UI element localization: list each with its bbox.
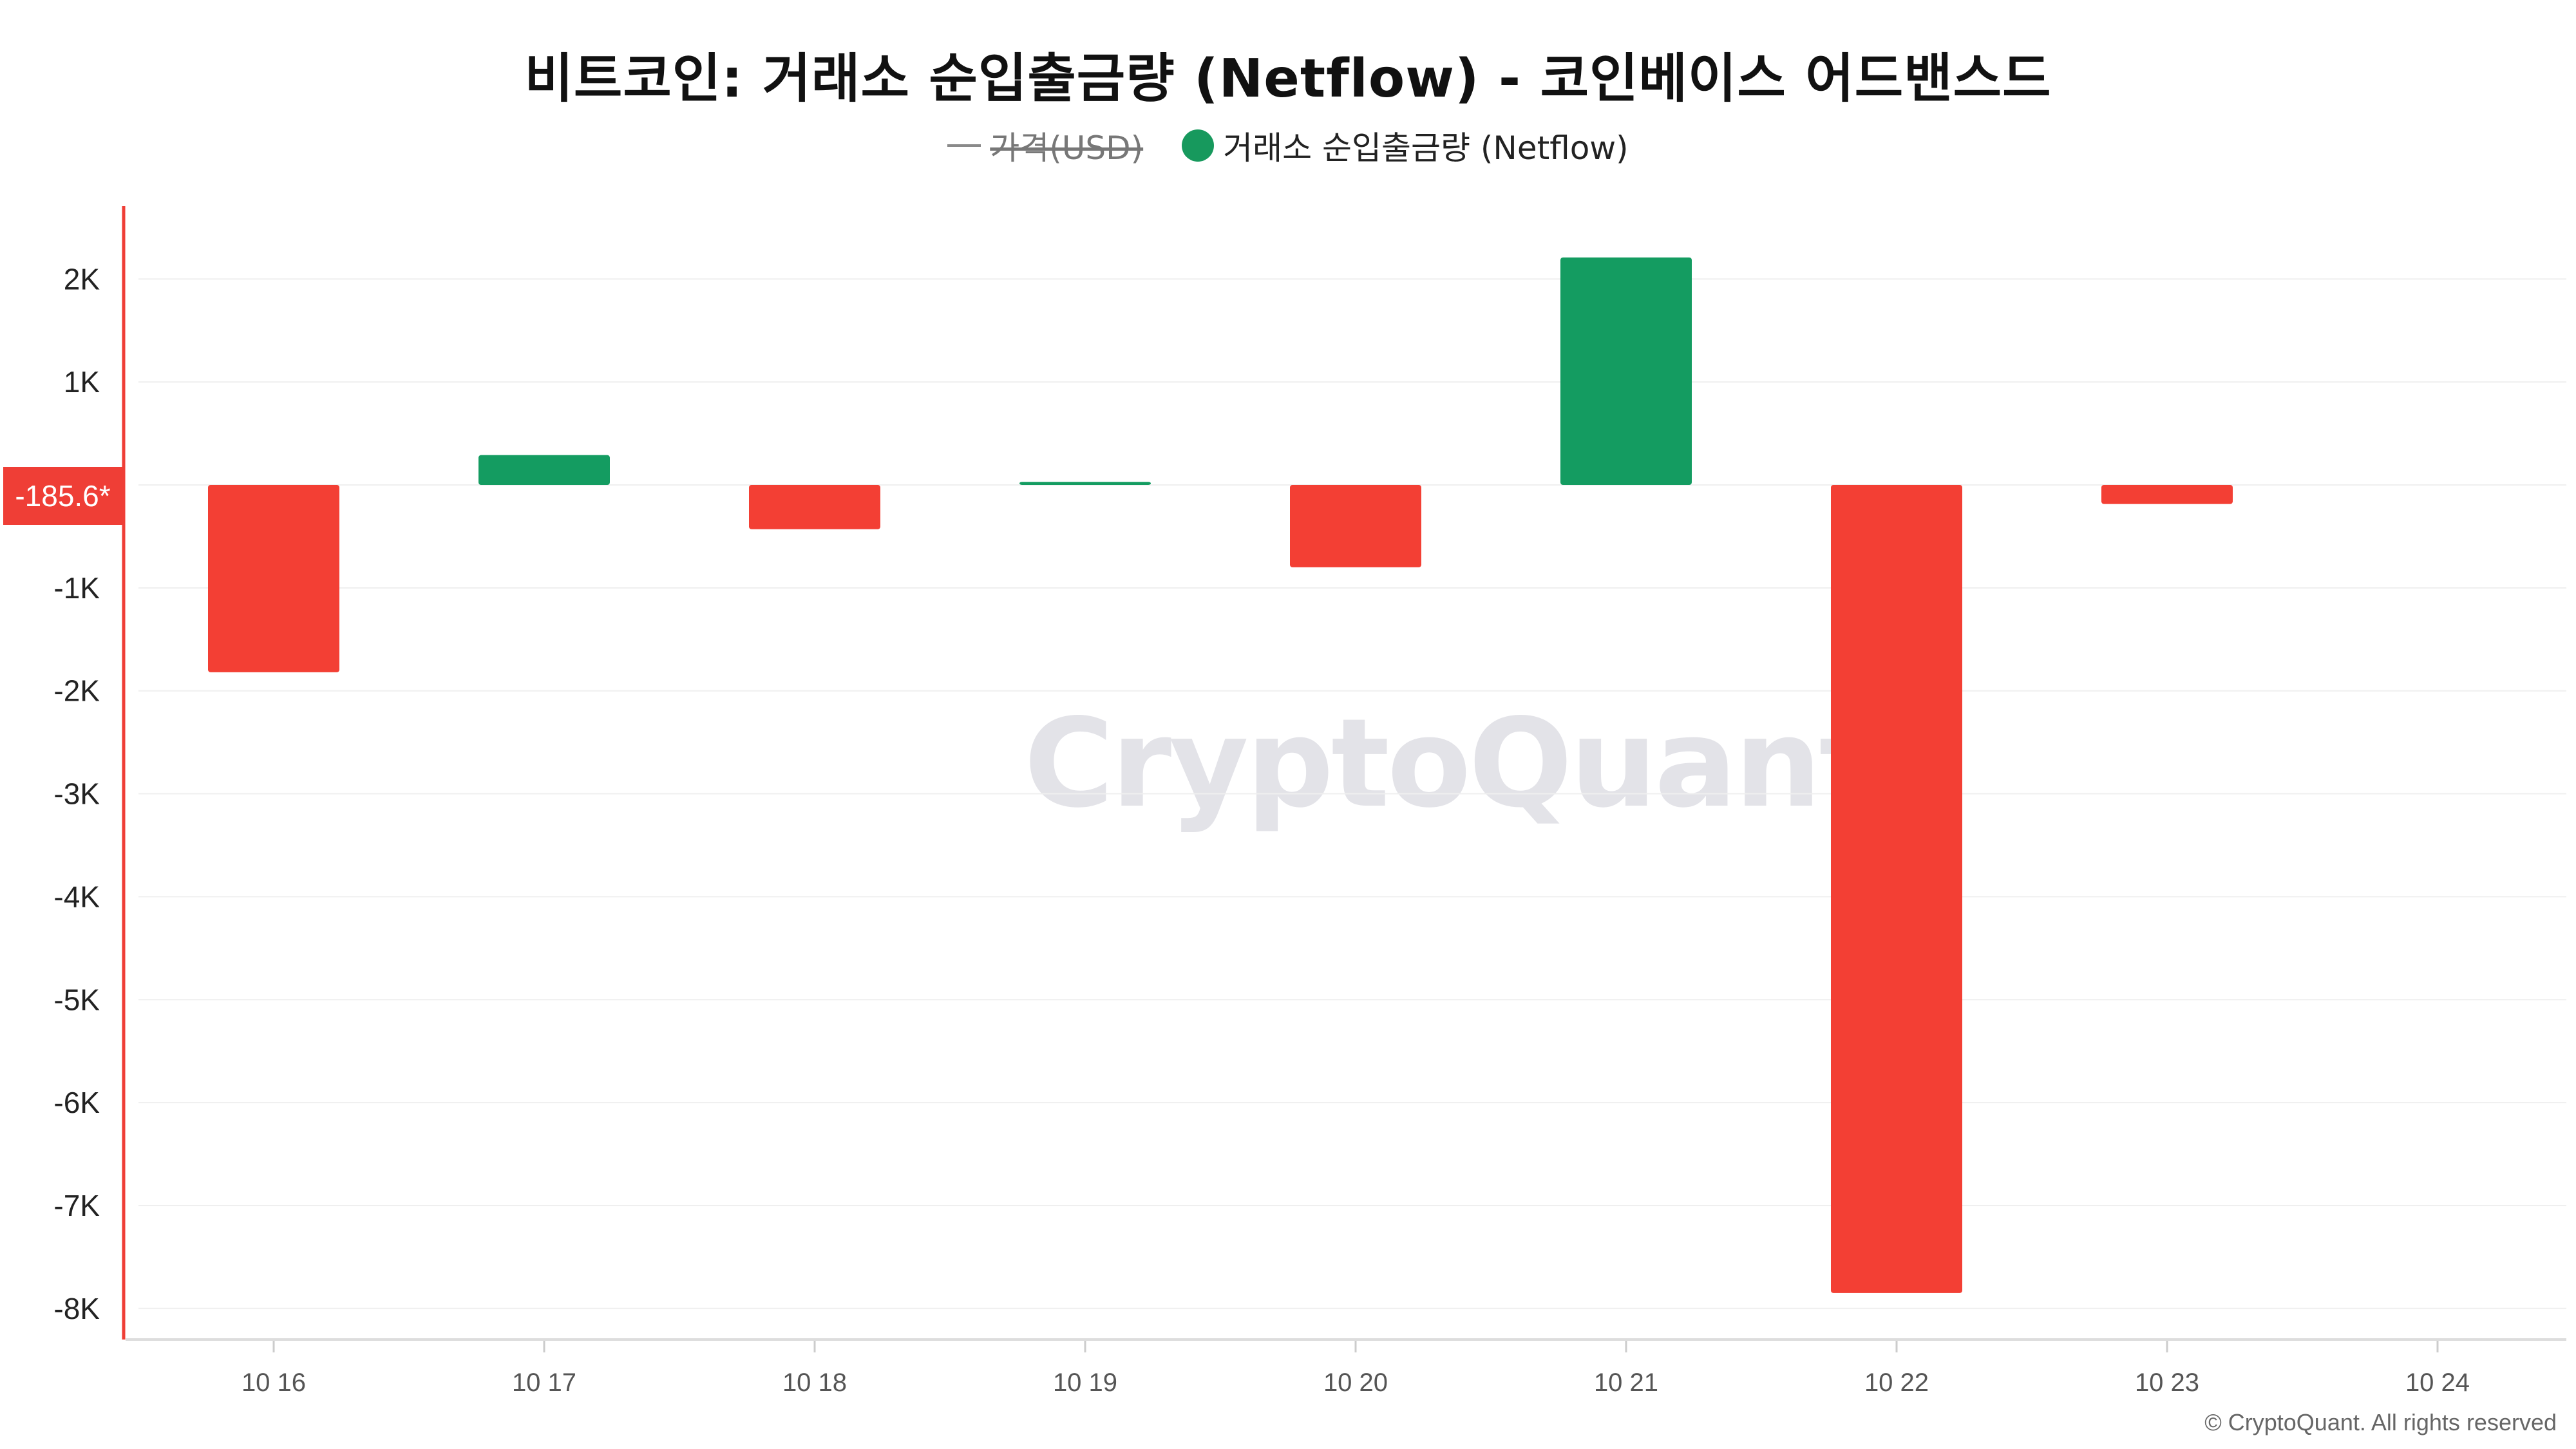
- x-tick-label: 10 19: [1053, 1368, 1117, 1397]
- line-legend-icon: [947, 144, 981, 147]
- bar-10-22[interactable]: [1831, 485, 1962, 1293]
- legend: 가격(USD) 거래소 순입출금량 (Netflow): [0, 122, 2576, 169]
- grid-lines: [138, 278, 2566, 1309]
- bar-10-17[interactable]: [478, 455, 610, 485]
- chart-title: 비트코인: 거래소 순입출금량 (Netflow) - 코인베이스 어드밴스드: [524, 48, 2052, 109]
- y-tick-label: -1K: [53, 571, 100, 605]
- bar-10-21[interactable]: [1560, 257, 1692, 485]
- bar-10-23[interactable]: [2101, 485, 2233, 504]
- circle-legend-icon: [1182, 129, 1215, 162]
- y-axis-ticks: 2K 1K -1K -2K -3K -4K -5K -6K -7K -8K: [53, 262, 100, 1325]
- bars: [208, 257, 2233, 1293]
- legend-price-label: 가격(USD): [990, 129, 1144, 167]
- legend-netflow-label: 거래소 순입출금량 (Netflow): [1223, 129, 1629, 167]
- y-tick-label: 2K: [64, 262, 100, 296]
- watermark: CryptoQuant: [1024, 692, 1877, 835]
- y-tick-label: -4K: [53, 880, 100, 913]
- y-tick-label: -5K: [53, 983, 100, 1016]
- x-tick-label: 10 23: [2135, 1368, 2199, 1397]
- bar-10-18[interactable]: [749, 485, 880, 529]
- x-tick-label: 10 21: [1594, 1368, 1658, 1397]
- bar-10-20[interactable]: [1290, 485, 1421, 567]
- x-tick-label: 10 20: [1323, 1368, 1388, 1397]
- y-tick-label: -2K: [53, 674, 100, 708]
- x-tick-label: 10 18: [782, 1368, 847, 1397]
- copyright-text: © CryptoQuant. All rights reserved: [2204, 1409, 2557, 1435]
- current-value-label: -185.6*: [3, 467, 122, 525]
- y-tick-label: -8K: [53, 1292, 100, 1325]
- bar-10-16[interactable]: [208, 485, 339, 672]
- bar-10-19[interactable]: [1019, 482, 1151, 485]
- y-tick-label: -6K: [53, 1086, 100, 1119]
- x-tick-label: 10 17: [512, 1368, 576, 1397]
- y-tick-label: 1K: [64, 365, 100, 399]
- x-axis-ticks: 10 16 10 17 10 18 10 19 10 20 10 21 10 22 10 23…: [242, 1340, 2470, 1397]
- x-tick-label: 10 16: [242, 1368, 306, 1397]
- x-tick-label: 10 24: [2405, 1368, 2470, 1397]
- x-tick-label: 10 22: [1864, 1368, 1929, 1397]
- y-tick-label: -3K: [53, 777, 100, 811]
- legend-item-price[interactable]: 가격(USD): [947, 122, 1143, 169]
- legend-item-netflow[interactable]: 거래소 순입출금량 (Netflow): [1182, 122, 1629, 169]
- y-tick-label: -7K: [53, 1189, 100, 1222]
